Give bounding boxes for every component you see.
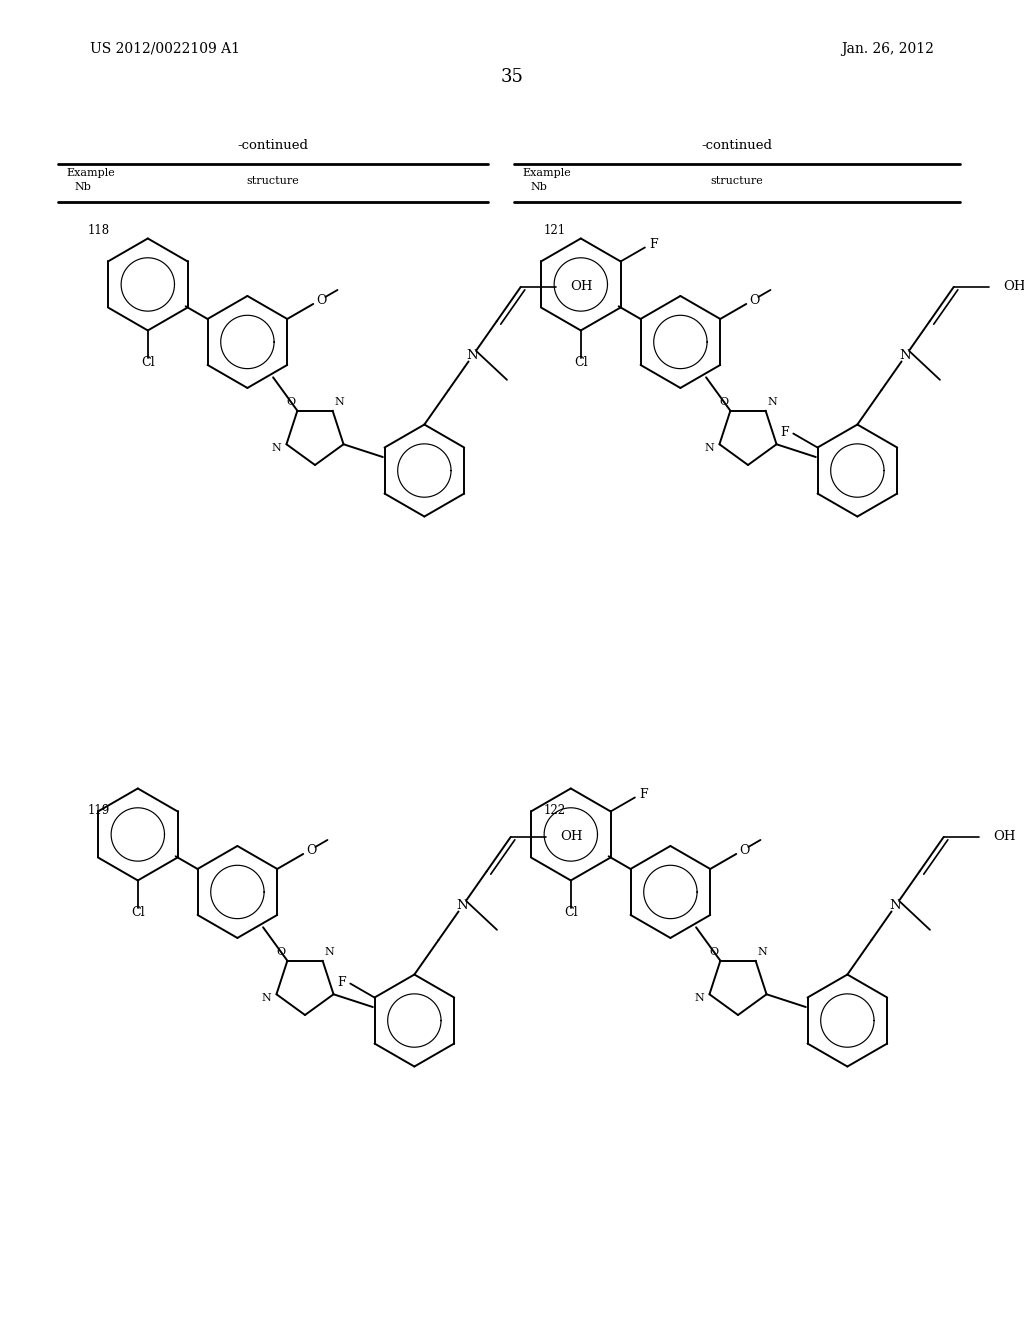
Text: F: F [337, 975, 346, 989]
Text: F: F [639, 788, 648, 801]
Text: N: N [890, 899, 901, 912]
Text: -continued: -continued [701, 139, 772, 152]
Text: N: N [467, 350, 478, 362]
Text: OH: OH [1004, 280, 1024, 293]
Text: OH: OH [993, 830, 1016, 843]
Text: O: O [307, 843, 317, 857]
Text: O: O [750, 294, 760, 308]
Text: N: N [271, 442, 281, 453]
Text: N: N [694, 993, 703, 1003]
Text: N: N [325, 946, 334, 957]
Text: O: O [719, 397, 728, 407]
Text: N: N [334, 397, 344, 407]
Text: N: N [767, 397, 777, 407]
Text: Cl: Cl [141, 356, 155, 370]
Text: structure: structure [711, 176, 763, 186]
Text: Jan. 26, 2012: Jan. 26, 2012 [841, 42, 934, 55]
Text: O: O [276, 946, 286, 957]
Text: N: N [757, 946, 767, 957]
Text: N: N [261, 993, 271, 1003]
Text: O: O [287, 397, 296, 407]
Text: F: F [780, 426, 788, 440]
Text: F: F [649, 239, 657, 252]
Text: O: O [316, 294, 327, 308]
Text: Cl: Cl [574, 356, 588, 370]
Text: 119: 119 [88, 804, 111, 817]
Text: 35: 35 [501, 69, 523, 86]
Text: -continued: -continued [238, 139, 308, 152]
Text: Example: Example [522, 168, 570, 178]
Text: O: O [739, 843, 750, 857]
Text: Nb: Nb [530, 182, 547, 191]
Text: N: N [457, 899, 468, 912]
Text: N: N [705, 442, 714, 453]
Text: Cl: Cl [131, 906, 144, 919]
Text: OH: OH [561, 830, 584, 843]
Text: OH: OH [570, 280, 593, 293]
Text: Nb: Nb [74, 182, 91, 191]
Text: Cl: Cl [564, 906, 578, 919]
Text: O: O [710, 946, 719, 957]
Text: 121: 121 [544, 224, 566, 238]
Text: Example: Example [66, 168, 115, 178]
Text: 122: 122 [544, 804, 566, 817]
Text: structure: structure [247, 176, 299, 186]
Text: 118: 118 [88, 224, 111, 238]
Text: N: N [900, 350, 911, 362]
Text: US 2012/0022109 A1: US 2012/0022109 A1 [90, 42, 240, 55]
